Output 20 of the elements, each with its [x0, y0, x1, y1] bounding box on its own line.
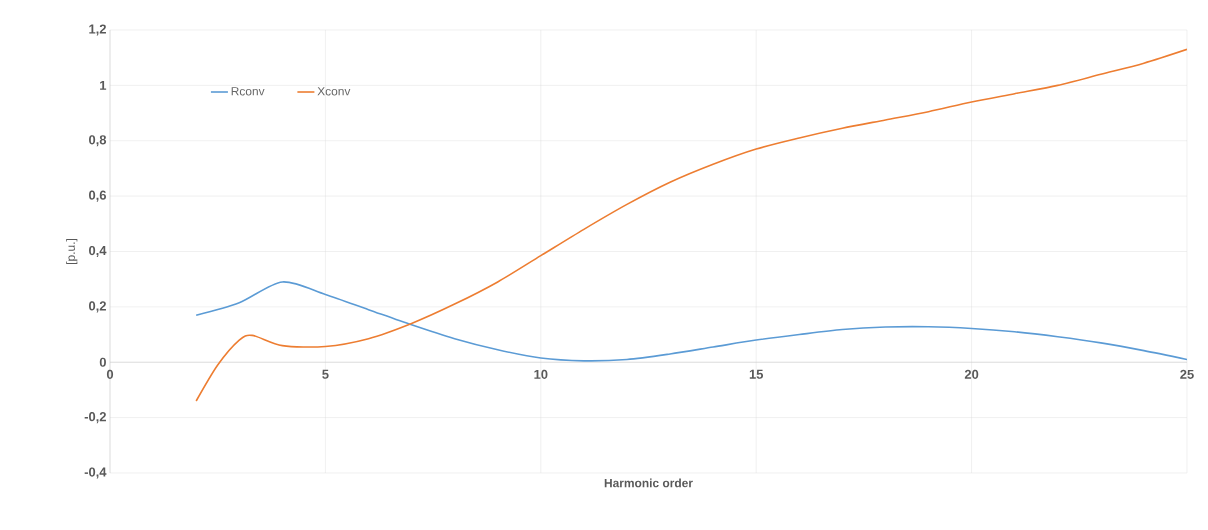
legend-label: Xconv: [317, 87, 351, 96]
x-tick-label: 0: [106, 369, 114, 379]
x-tick-label: 10: [534, 369, 548, 379]
y-tick-label: -0,4: [84, 467, 107, 479]
x-tick-label: 25: [1180, 369, 1194, 379]
y-tick-label: 0,4: [89, 245, 107, 257]
legend-label: Rconv: [231, 87, 265, 96]
y-tick-label: 1: [100, 80, 107, 90]
y-tick-label: -0,2: [84, 412, 106, 424]
y-tick-label: 0,2: [89, 301, 106, 313]
y-tick-label: 0,8: [89, 135, 107, 147]
x-tick-label: 5: [322, 369, 329, 379]
x-tick-label: 20: [964, 369, 979, 379]
x-tick-label: 15: [749, 369, 764, 379]
y-tick-label: 0: [99, 357, 106, 367]
y-tick-label: 1,2: [89, 24, 106, 36]
x-axis-title: Harmonic order: [604, 478, 693, 488]
y-axis-title: [p.u.]: [66, 239, 78, 264]
y-tick-label: 0,6: [89, 190, 107, 202]
line-series: [195, 281, 1187, 362]
